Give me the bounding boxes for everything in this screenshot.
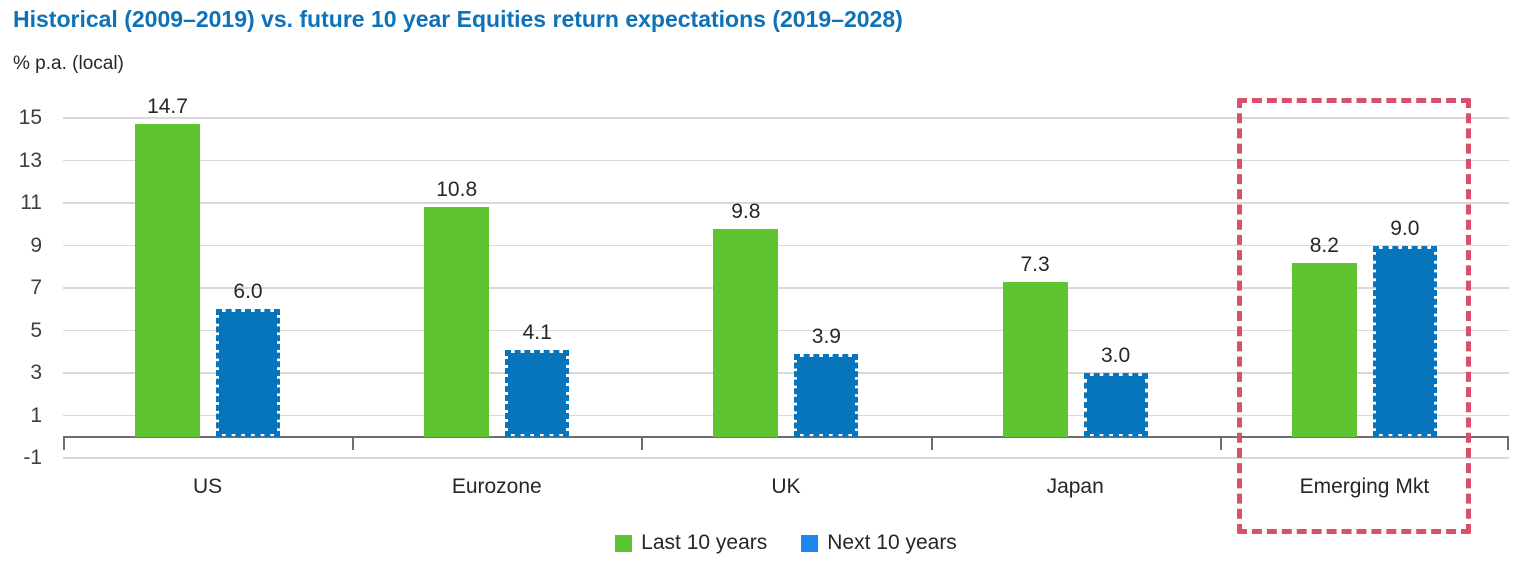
x-axis-category-label: Emerging Mkt: [1299, 475, 1430, 498]
emerging-mkt-highlight-box: [1237, 98, 1471, 534]
x-axis-category-label: Japan: [1046, 475, 1104, 498]
y-axis-unit-label: % p.a. (local): [13, 53, 124, 74]
gridline: [63, 287, 1509, 289]
bar-value-label: 6.0: [233, 280, 263, 304]
y-axis-tick-label: -1: [23, 446, 42, 469]
gridline: [63, 117, 1509, 119]
y-axis-tick-label: 15: [18, 106, 42, 129]
y-axis-tick-label: 3: [30, 361, 42, 384]
y-axis-tick-label: 13: [18, 148, 42, 172]
bar-value-label: 3.9: [811, 324, 841, 348]
gridline: [63, 457, 1509, 459]
x-axis-category-label: Eurozone: [451, 475, 542, 498]
bar-next-10-years: [1372, 245, 1437, 437]
bar-next-10-years: [216, 309, 280, 437]
legend-label-last-10-years: Last 10 years: [641, 531, 768, 554]
legend-swatch-green-icon: [615, 534, 633, 552]
bar-value-label: 9.0: [1390, 216, 1420, 240]
x-axis-category-label: UK: [771, 475, 801, 498]
x-axis-tick: [63, 436, 65, 450]
gridline: [63, 202, 1509, 204]
legend-swatch-blue-icon: [801, 534, 819, 552]
bar-last-10-years: [135, 124, 200, 437]
x-axis-tick: [930, 436, 933, 450]
bar-value-label: 9.8: [731, 199, 761, 223]
bar-value-label: 14.7: [147, 95, 188, 119]
x-axis-tick: [352, 436, 355, 450]
bar-next-10-years: [794, 353, 859, 437]
bar-value-label: 4.1: [522, 320, 552, 344]
legend: Last 10 years Next 10 years: [63, 531, 1509, 555]
gridline: [63, 414, 1509, 417]
x-axis-tick: [1507, 436, 1509, 450]
gridline: [63, 159, 1509, 162]
plot-area: 14.7 6.0 10.8 4.1 9.8 3.9 7.3 3.0 8.2 9.0: [63, 95, 1509, 459]
x-axis-baseline: [63, 435, 1509, 438]
y-axis-tick-label: 5: [30, 318, 42, 342]
y-axis-tick-label: 1: [30, 403, 42, 427]
legend-item-last-10-years: Last 10 years: [615, 531, 767, 555]
y-axis-tick-label: 9: [30, 233, 42, 257]
bar-value-label: 10.8: [436, 178, 478, 202]
bar-last-10-years: [424, 207, 490, 437]
bar-value-label: 8.2: [1309, 233, 1339, 257]
bar-value-label: 7.3: [1020, 252, 1050, 276]
bar-last-10-years: [713, 228, 779, 437]
y-axis-tick-label: 7: [30, 276, 42, 299]
x-axis-category-label: US: [193, 475, 223, 498]
bar-last-10-years: [1002, 281, 1068, 437]
y-axis-tick-label: 11: [20, 191, 42, 214]
gridline: [63, 244, 1509, 247]
bar-next-10-years: [505, 349, 570, 437]
x-axis-tick: [641, 436, 644, 450]
bar-next-10-years: [1083, 373, 1148, 437]
gridline: [63, 329, 1509, 332]
legend-item-next-10-years: Next 10 years: [801, 531, 957, 555]
x-axis-tick: [1219, 436, 1222, 450]
bar-value-label: 3.0: [1100, 344, 1131, 367]
legend-label-next-10-years: Next 10 years: [827, 531, 957, 554]
chart-title: Historical (2009–2019) vs. future 10 yea…: [13, 6, 903, 32]
gridline: [63, 372, 1509, 374]
bar-last-10-years: [1291, 262, 1357, 437]
